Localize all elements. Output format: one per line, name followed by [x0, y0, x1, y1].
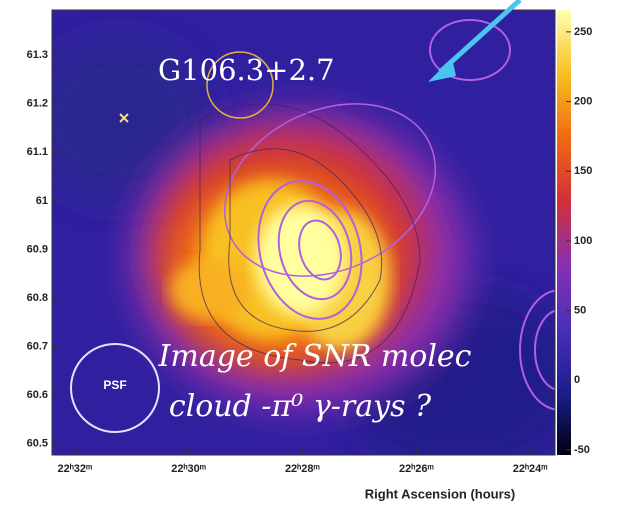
colorbar-tick-label: 200: [574, 95, 592, 107]
colorbar-tick-label: 150: [574, 165, 592, 177]
y-tick-label: 60.5: [27, 438, 48, 450]
y-tick-label: 61.3: [27, 49, 48, 61]
x-tick-label: 22ʰ24ᵐ: [513, 463, 548, 475]
annotation-line: Image of SNR molec: [158, 339, 472, 374]
colorbar-tick-label: 0: [574, 374, 580, 386]
colorbar-tick-label: -50: [574, 444, 590, 456]
y-tick-label: 60.8: [27, 292, 48, 304]
x-axis-label: Right Ascension (hours): [365, 486, 515, 501]
x-tick-label: 22ʰ32ᵐ: [58, 463, 93, 475]
x-tick-label: 22ʰ30ᵐ: [171, 463, 206, 475]
colorbar-tick-label: 100: [574, 235, 592, 247]
y-tick-label: 61: [36, 195, 48, 207]
chart: G106.3+2.7 PSF Image of SNR molec cloud …: [0, 0, 623, 513]
x-tick-label: 22ʰ28ᵐ: [285, 463, 320, 475]
source-label: G106.3+2.7: [158, 53, 335, 87]
y-tick-label: 60.7: [27, 341, 48, 353]
y-tick-label: 60.6: [27, 389, 48, 401]
y-tick-label: 61.1: [27, 146, 48, 158]
colorbar-tick-label: 50: [574, 305, 586, 317]
y-tick-label: 61.2: [27, 98, 48, 110]
annotation-line: cloud -π⁰ γ-rays ?: [169, 389, 432, 424]
y-tick-label: 60.9: [27, 243, 48, 255]
psf-label: PSF: [103, 378, 126, 392]
x-tick-label: 22ʰ26ᵐ: [399, 463, 434, 475]
colorbar: [557, 10, 571, 455]
colorbar-tick-label: 250: [574, 26, 592, 38]
